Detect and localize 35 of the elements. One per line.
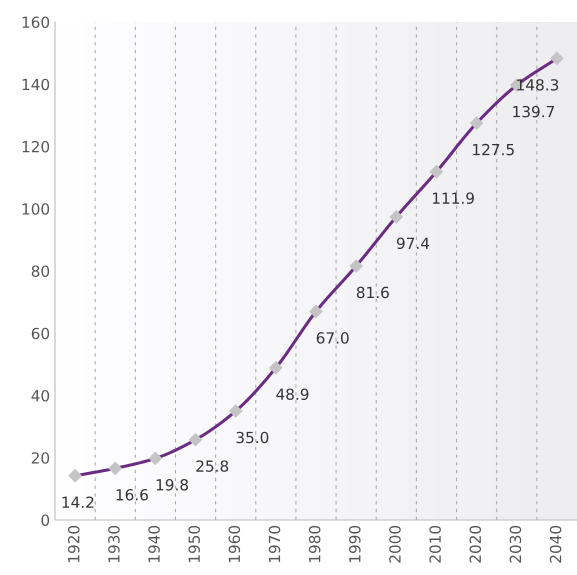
x-tick-label: 1930 [108,526,120,562]
y-tick-label: 20 [32,452,50,464]
y-tick-label: 60 [32,328,50,340]
data-label: 97.4 [396,237,430,250]
x-tick-label: 1920 [68,526,80,562]
x-tick-label: 2030 [510,526,522,563]
y-tick-label: 80 [32,265,50,278]
x-tick-label: 1970 [268,526,280,562]
data-label: 81.6 [356,286,389,298]
x-tick-label: 2000 [389,526,401,563]
x-tick-label: 1990 [349,526,361,562]
data-label: 19.8 [156,479,188,491]
y-tick-label: 160 [22,16,50,28]
data-label: 14.2 [62,496,94,508]
y-tick-label: 140 [22,78,50,90]
y-tick-label: 120 [22,140,50,153]
data-label: 48.9 [276,388,308,400]
data-label: 139.7 [513,106,554,118]
x-tick-label: 2040 [550,526,562,563]
x-tick-label: 1980 [308,526,320,562]
data-label: 25.8 [196,460,228,472]
y-tick-label: 100 [22,203,50,215]
x-tick-label: 2010 [429,526,441,563]
x-tick-label: 1950 [188,526,200,562]
data-label: 111.9 [432,192,474,204]
x-tick-label: 1960 [228,526,240,562]
data-label: 67.0 [316,332,349,344]
y-tick-label: 0 [41,514,50,526]
data-label: 35.0 [236,432,268,444]
x-tick-label: 1940 [148,526,160,562]
data-label: 148.3 [517,79,558,91]
x-tick-label: 2020 [469,526,482,563]
data-label: 16.6 [116,488,148,501]
y-tick-label: 40 [31,390,50,402]
data-label: 127.5 [473,144,514,156]
